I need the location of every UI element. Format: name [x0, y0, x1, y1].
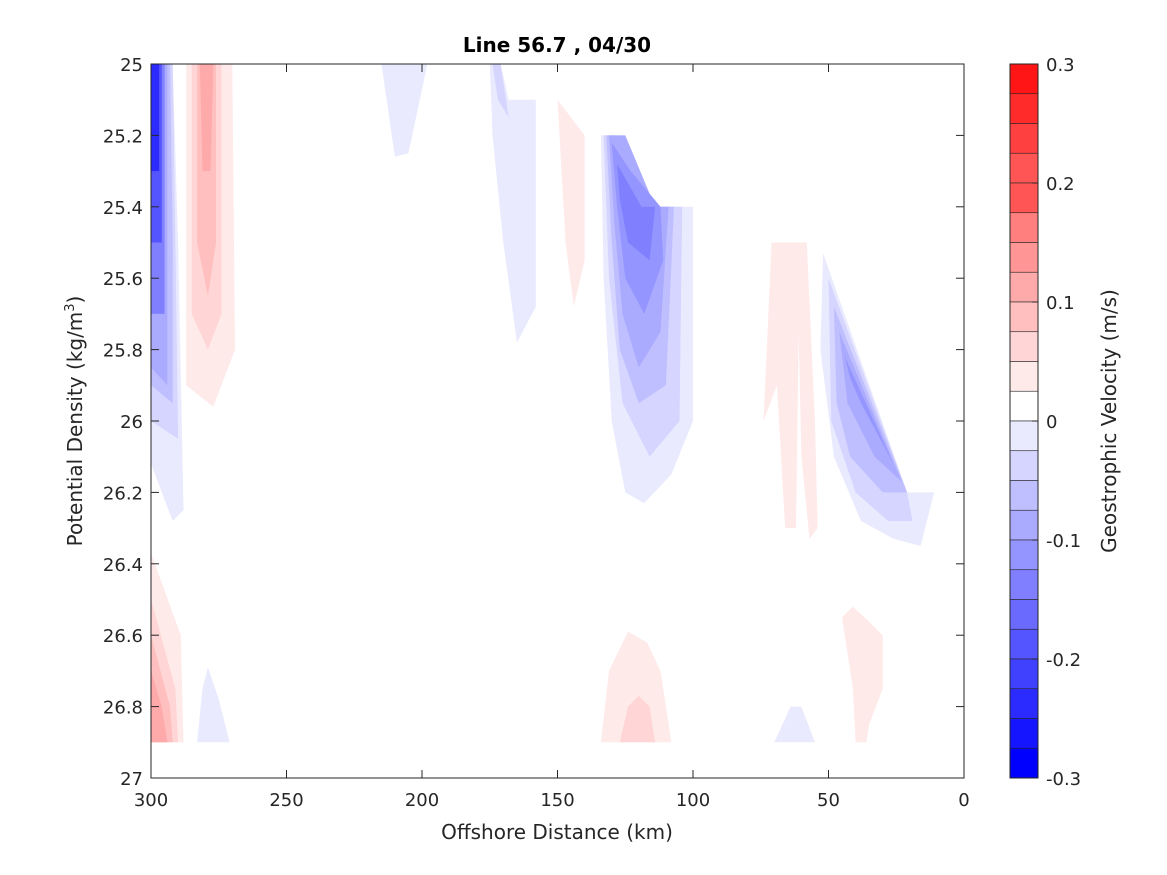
contour-level-red-patch-deep-120km-1	[619, 695, 656, 743]
contour-level-red-patch-deep-120km-0	[600, 631, 672, 743]
colorbar-block	[1009, 509, 1039, 541]
plot-area	[150, 63, 965, 779]
x-tick-label: 50	[817, 790, 840, 811]
colorbar-block	[1009, 242, 1039, 273]
y-axis-title-close: )	[63, 296, 87, 304]
colorbar-block	[1009, 123, 1039, 154]
y-tick-label: 27	[120, 769, 143, 790]
colorbar-block	[1009, 420, 1039, 452]
contour-region-red-patch-deep-40km	[842, 606, 883, 743]
x-tick-label: 100	[676, 790, 710, 811]
colorbar-block	[1009, 628, 1039, 660]
y-axis-title-superscript: 3	[63, 303, 78, 311]
x-axis: 300 250 200 150 100 50 0	[134, 64, 970, 811]
colorbar-block	[1009, 182, 1039, 214]
colorbar-block	[1009, 718, 1039, 749]
y-tick-label: 26.8	[103, 698, 143, 719]
contour-region-blue-core-300km	[151, 64, 184, 521]
y-axis-title-main: Potential Density (kg/m	[63, 312, 87, 547]
colorbar-block	[1009, 747, 1039, 779]
y-tick-label: 26	[120, 412, 143, 433]
contour-region-blue-patch-165km	[489, 64, 536, 343]
colorbar-tick-label: 0	[1046, 412, 1057, 433]
colorbar-block	[1009, 301, 1039, 333]
colorbar-block	[1009, 152, 1039, 184]
y-tick-label: 25	[120, 55, 143, 76]
y-axis: 25 25.2 25.4 25.6 25.8 26 26.2 26.4 26.6 26.8 27	[103, 55, 964, 790]
y-tick-label: 26.4	[103, 555, 143, 576]
colorbar-block	[1009, 688, 1039, 719]
x-tick-label: 200	[405, 790, 439, 811]
contour-level-blue-patch-deep-280km-0	[197, 667, 230, 743]
contour-level-red-patch-65km-0	[763, 242, 818, 539]
colorbar-block	[1009, 271, 1039, 303]
y-tick-label: 25.6	[103, 269, 143, 290]
contour-level-blue-core-120km-5	[617, 164, 656, 261]
contour-level-blue-patch-165km-1	[492, 64, 509, 118]
y-tick-label: 26.6	[103, 626, 143, 647]
chart-title: Line 56.7 , 04/30	[463, 33, 651, 57]
contour-region-red-core-280km	[186, 64, 235, 407]
contour-level-red-core-deep-300km-3	[151, 670, 168, 743]
x-tick-label: 300	[134, 790, 168, 811]
contour-fills	[151, 64, 935, 743]
colorbar-block	[1009, 331, 1039, 362]
x-tick-label: 150	[540, 790, 574, 811]
y-tick-label: 26.2	[103, 483, 143, 504]
colorbar-label: Geostrophic Velocity (m/s)	[1097, 289, 1121, 553]
contour-level-blue-core-40km-3	[839, 331, 902, 482]
contour-region-blue-core-120km	[600, 135, 693, 504]
contour-level-red-core-280km-3	[199, 64, 214, 172]
contour-region-blue-patch-205km	[381, 64, 428, 157]
plot-background	[151, 64, 964, 778]
contour-level-blue-core-40km-2	[833, 306, 908, 493]
contour-level-blue-core-300km-6	[151, 64, 160, 172]
colorbar-tick-label: 0.3	[1046, 55, 1075, 76]
colorbar-block	[1009, 63, 1039, 95]
contour-region-red-patch-deep-120km	[600, 631, 672, 743]
contour-region-red-patch-65km	[763, 242, 818, 539]
colorbar-tick-label: -0.1	[1046, 531, 1081, 552]
colorbar-block	[1009, 480, 1039, 511]
colorbar-ticks: 0.3 0.2 0.1 0 -0.1 -0.2 -0.3	[1032, 55, 1081, 790]
contour-level-blue-patch-deep-60km-0	[774, 706, 815, 743]
colorbar-block	[1009, 658, 1039, 690]
colorbar-block	[1009, 390, 1039, 422]
colorbar-tick-label: 0.1	[1046, 293, 1075, 314]
colorbar-block	[1009, 599, 1039, 630]
contour-level-blue-patch-205km-0	[381, 64, 428, 157]
colorbar-block	[1009, 569, 1039, 600]
contour-level-blue-core-40km-4	[844, 356, 894, 464]
y-tick-label: 25.8	[103, 341, 143, 362]
contour-region-blue-core-40km	[820, 253, 935, 546]
contour-region-blue-patch-deep-280km	[197, 667, 230, 743]
colorbar-block	[1009, 539, 1039, 571]
contour-level-red-patch-deep-40km-0	[842, 606, 883, 743]
colorbar-block	[1009, 450, 1039, 481]
colorbar-tick-label: -0.3	[1046, 769, 1081, 790]
colorbar-block	[1009, 93, 1039, 124]
colorbar-block	[1009, 361, 1039, 392]
x-tick-label: 0	[958, 790, 969, 811]
x-tick-label: 250	[269, 790, 303, 811]
y-tick-label: 25.2	[103, 126, 143, 147]
y-axis-title: Potential Density (kg/m3)	[63, 296, 87, 547]
y-tick-label: 25.4	[103, 198, 143, 219]
colorbar-block	[1009, 212, 1039, 243]
contour-region-red-patch-145km	[557, 99, 585, 307]
contour-level-red-patch-145km-0	[557, 99, 585, 307]
contour-level-blue-patch-165km-0	[489, 64, 536, 343]
contour-level-blue-core-40km-0	[820, 253, 935, 546]
colorbar-tick-label: 0.2	[1046, 174, 1075, 195]
contour-region-blue-patch-deep-60km	[774, 706, 815, 743]
colorbar: 0.3 0.2 0.1 0 -0.1 -0.2 -0.3 Geostrophic Veloc…	[1009, 55, 1121, 790]
x-axis-title: Offshore Distance (km)	[441, 820, 673, 844]
colorbar-tick-label: -0.2	[1046, 650, 1081, 671]
